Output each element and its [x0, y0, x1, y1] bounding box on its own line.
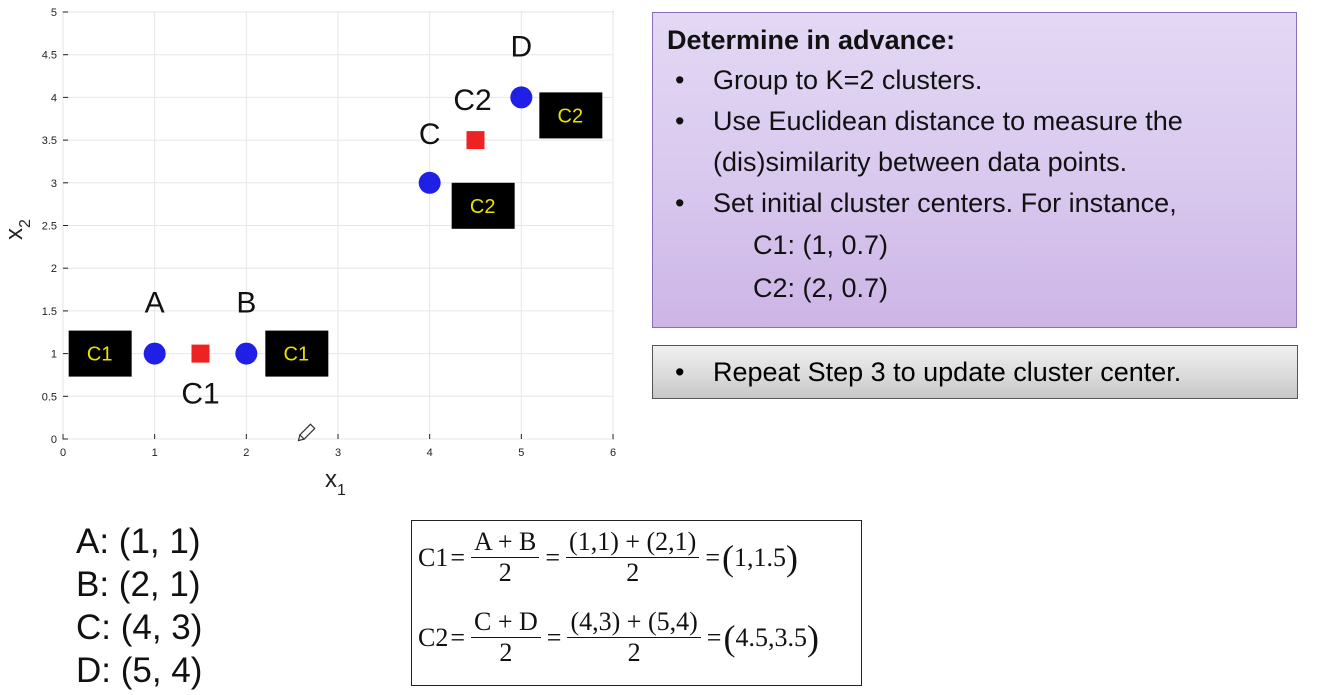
denominator: 2 — [498, 558, 512, 587]
coord-c: C: (4, 3) — [76, 608, 203, 647]
cluster-tag-label: C1 — [284, 344, 310, 366]
y-tick-label: 3.5 — [42, 135, 57, 147]
fraction: (4,3) + (5,4) 2 — [567, 607, 701, 668]
y-tick-label: 3 — [51, 178, 57, 190]
initial-center-c1: C1: (1, 0.7) — [753, 230, 889, 260]
data-point-b — [235, 342, 258, 365]
center-label-c2: C2 — [453, 84, 491, 117]
equals-sign: = — [705, 542, 721, 572]
numerator: A + B — [471, 527, 540, 558]
coord-b: B: (2, 1) — [76, 565, 201, 604]
data-point-d — [510, 86, 533, 109]
fraction: A + B 2 — [471, 527, 540, 588]
y-tick-label: 2 — [51, 263, 57, 275]
bullet-text: Set initial cluster centers. For instanc… — [713, 188, 1177, 218]
x-tick-label: 6 — [610, 447, 616, 459]
formula-c1: C1 = A + B 2 = (1,1) + (2,1) 2 = (1,1.5) — [418, 527, 798, 588]
fraction: (1,1) + (2,1) 2 — [566, 527, 700, 588]
point-label-d: D — [510, 30, 532, 63]
numerator: C + D — [471, 607, 541, 638]
equals-sign: = — [450, 542, 466, 572]
left-paren: ( — [723, 617, 736, 658]
denominator: 2 — [499, 638, 513, 667]
y-tick-label: 5 — [51, 7, 57, 19]
cluster-center-c1 — [191, 344, 210, 363]
bullet-distance: • Use Euclidean distance to measure the … — [667, 101, 1280, 183]
step-note-box: • Repeat Step 3 to update cluster center… — [652, 345, 1298, 399]
pen-cursor-icon — [297, 423, 316, 442]
denominator: 2 — [626, 558, 640, 587]
formula-c2: C2 = C + D 2 = (4,3) + (5,4) 2 = (4.5,3.… — [418, 607, 819, 668]
y-tick-label: 0.5 — [42, 391, 57, 403]
step-note-text: Repeat Step 3 to update cluster center. — [713, 357, 1182, 387]
equals-sign: = — [450, 622, 466, 652]
bullet-icon: • — [675, 65, 685, 95]
formula-result: 4.5,3.5 — [735, 622, 807, 652]
equals-sign: = — [546, 622, 562, 652]
center-label-c1: C1 — [181, 378, 219, 411]
cluster-tag-label: C1 — [87, 344, 113, 366]
bullet-icon: • — [675, 357, 685, 387]
scatter-plot: 0 1 2 3 4 5 600.511.522.533.544.55 AC1BC1CC2DC… — [1, 7, 616, 499]
coord-a: A: (1, 1) — [76, 522, 201, 561]
axis-ticks: 0 1 2 3 4 5 6 0 0.5 1 1.5 2 2.5 3 3.5 4 4.5 5 — [42, 7, 616, 459]
bullet-icon: • — [675, 188, 685, 218]
x-tick-label: 1 — [152, 447, 158, 459]
data-marks: A C1 B C1 C C2 D C2 C1 C2 — [68, 30, 603, 411]
cluster-tag-box — [265, 330, 329, 377]
panel-heading: Determine in advance: — [667, 25, 956, 55]
y-tick-label: 0 — [51, 434, 57, 446]
right-paren: ) — [786, 537, 799, 578]
equals-sign: = — [545, 542, 561, 572]
y-tick-label: 1 — [51, 349, 57, 361]
formula-lhs: C2 — [418, 622, 449, 652]
x-tick-label: 4 — [427, 447, 433, 459]
fraction: C + D 2 — [471, 607, 541, 668]
y-tick-label: 2.5 — [42, 221, 57, 233]
point-label-b: B — [236, 287, 256, 320]
x-tick-label: 3 — [335, 447, 341, 459]
bullet-text: Use Euclidean distance to measure the (d… — [713, 106, 1183, 177]
step-note: • Repeat Step 3 to update cluster center… — [667, 352, 1281, 393]
bullet-initial-centers: • Set initial cluster centers. For insta… — [667, 183, 1280, 224]
cluster-tag-box — [451, 182, 515, 229]
y-axis-label: x2 — [1, 219, 34, 240]
y-tick-label: 4 — [51, 92, 57, 104]
numerator: (4,3) + (5,4) — [567, 607, 701, 638]
cluster-tag-label: C2 — [470, 196, 496, 218]
denominator: 2 — [627, 638, 641, 667]
cluster-center-c2 — [466, 131, 485, 150]
cluster-tag-box — [68, 330, 132, 377]
bullet-icon: • — [675, 106, 685, 136]
right-paren: ) — [806, 617, 819, 658]
point-label-c: C — [419, 118, 441, 151]
y-tick-label: 4.5 — [42, 50, 57, 62]
x-axis-label: x1 — [325, 466, 346, 499]
center-update-formulas: C1 = A + B 2 = (1,1) + (2,1) 2 = (1,1.5)… — [411, 520, 862, 686]
left-paren: ( — [722, 537, 735, 578]
x-tick-label: 2 — [243, 447, 249, 459]
equals-sign: = — [706, 622, 722, 652]
point-coordinates: A: (1, 1) B: (2, 1) C: (4, 3) D: (5, 4) — [76, 520, 202, 692]
formula-result: 1,1.5 — [734, 542, 787, 572]
cluster-tag-label: C2 — [558, 105, 584, 127]
point-label-a: A — [145, 287, 165, 320]
y-tick-label: 1.5 — [42, 306, 57, 318]
data-point-a — [143, 342, 166, 365]
setup-panel: Determine in advance: • Group to K=2 clu… — [652, 12, 1297, 328]
x-tick-label: 5 — [518, 447, 524, 459]
cluster-tag-box — [539, 92, 603, 139]
bullet-clusters: • Group to K=2 clusters. — [667, 60, 1280, 101]
bullet-text: Group to K=2 clusters. — [713, 65, 983, 95]
coord-d: D: (5, 4) — [76, 651, 203, 690]
initial-center-c2: C2: (2, 0.7) — [753, 273, 889, 303]
numerator: (1,1) + (2,1) — [566, 527, 700, 558]
formula-lhs: C1 — [418, 542, 449, 572]
data-point-c — [418, 171, 441, 194]
x-tick-label: 0 — [60, 447, 66, 459]
